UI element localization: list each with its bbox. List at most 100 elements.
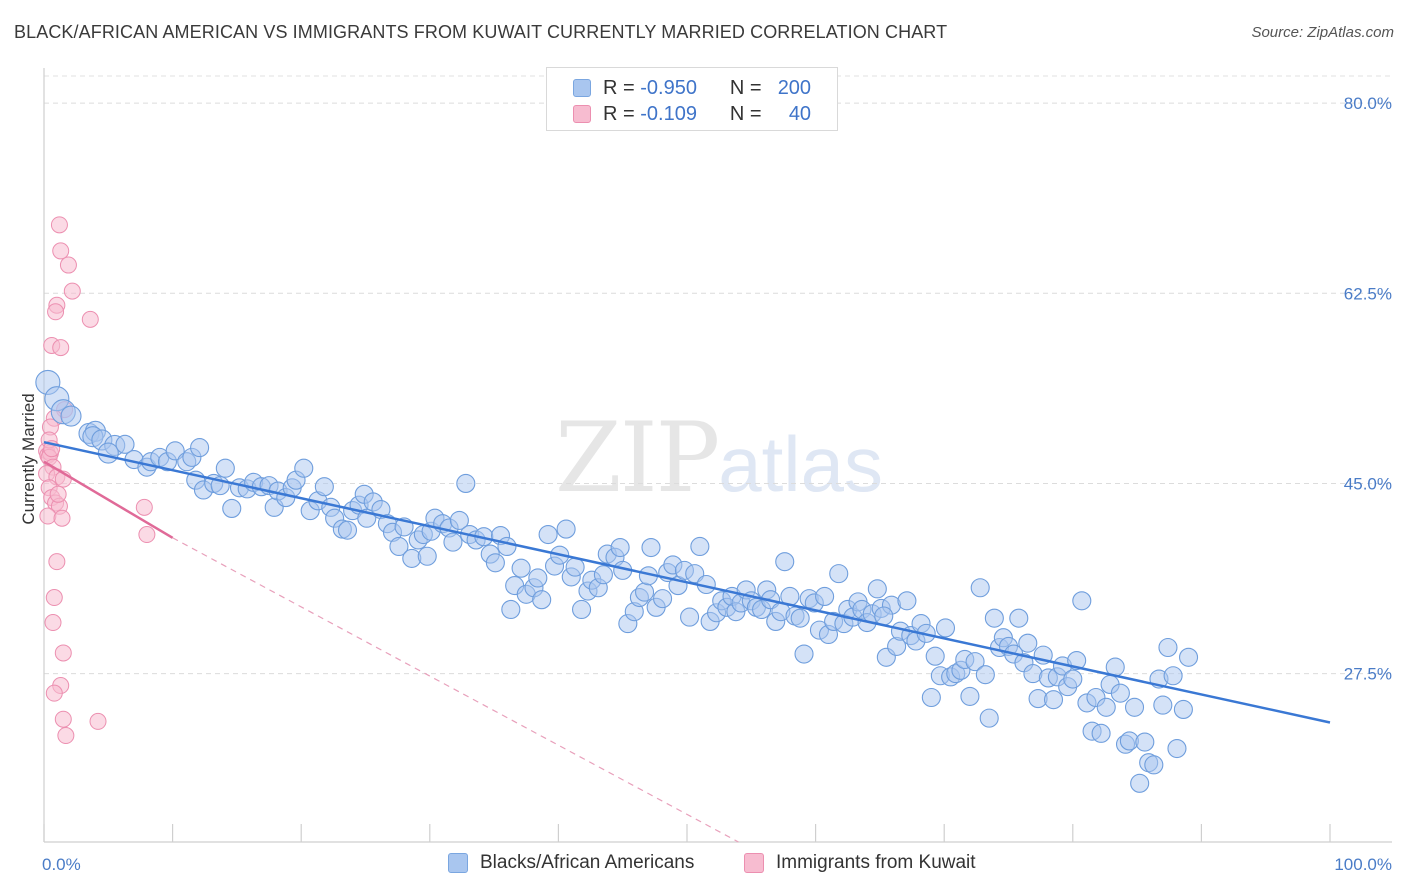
black-point	[1163, 666, 1183, 686]
kuwait-point	[52, 339, 70, 357]
black-point	[1167, 739, 1187, 759]
black-point	[1135, 732, 1155, 752]
black-point	[641, 538, 661, 558]
kuwait-point	[81, 310, 99, 328]
black-point	[925, 646, 945, 666]
black-point	[97, 442, 119, 464]
kuwait-point	[135, 498, 153, 516]
black-point	[790, 608, 810, 628]
kuwait-point	[44, 614, 62, 632]
legend-r-label: R =	[603, 102, 635, 125]
trend-lines	[43, 440, 1331, 843]
legend-r-value: -0.109	[640, 102, 697, 125]
black-point	[190, 438, 210, 458]
legend-r-label: R =	[603, 76, 635, 99]
black-point	[635, 582, 655, 602]
black-point	[215, 458, 235, 478]
legend-n-value: 200	[777, 76, 812, 99]
black-point	[528, 568, 548, 588]
black-point	[1144, 755, 1164, 775]
kuwait-point	[138, 526, 156, 544]
kuwait-point	[54, 644, 72, 662]
black-point	[1178, 647, 1199, 667]
black-point	[1072, 591, 1092, 611]
black-point	[538, 524, 558, 545]
kuwait-point	[52, 242, 70, 260]
black-point	[610, 538, 630, 558]
trend-line-kuwait-extension	[172, 537, 739, 843]
y-tick-label: 45.0%	[1344, 474, 1392, 493]
black-point	[775, 552, 795, 572]
black-point	[921, 687, 941, 708]
kuwait-point	[50, 216, 68, 234]
black-point	[314, 477, 334, 497]
kuwait-point	[47, 303, 65, 321]
kuwait-point	[89, 712, 107, 730]
legend-n-label: N =	[729, 102, 762, 125]
black-point	[979, 708, 999, 728]
black-point	[984, 608, 1004, 628]
bottom-legend-label-kuwait: Immigrants from Kuwait	[776, 852, 976, 873]
black-point	[829, 564, 849, 584]
axis-labels: 27.5% 45.0% 62.5% 80.0% 0.0% 100.0% Currently …	[19, 94, 1392, 874]
kuwait-point	[63, 282, 81, 300]
black-point	[593, 565, 613, 585]
bottom-legend-kuwait: Immigrants from Kuwait	[744, 852, 976, 874]
legend-row-kuwait: R = -0.109 N = 40	[573, 102, 811, 126]
axes	[43, 68, 1392, 843]
black-point	[532, 590, 552, 610]
y-axis-title: Currently Married	[19, 393, 38, 524]
bottom-legend-label-black: Blacks/African Americans	[480, 852, 695, 873]
kuwait-points	[38, 216, 156, 745]
black-point	[565, 557, 585, 577]
black-point	[794, 644, 814, 664]
black-point	[970, 578, 990, 598]
black-point	[294, 458, 314, 478]
kuwait-point	[49, 485, 67, 503]
black-point	[975, 665, 995, 685]
black-point	[485, 553, 505, 573]
legend-row-black: R = -0.950 N = 200	[573, 76, 811, 100]
x-tick-label-max: 100.0%	[1334, 855, 1392, 874]
legend-n-value: 40	[788, 102, 812, 125]
trend-line-kuwait	[43, 460, 174, 539]
bottom-legend: Blacks/African Americans Immigrants from…	[0, 852, 1406, 878]
black-point	[1096, 697, 1116, 717]
black-point	[1110, 683, 1130, 703]
black-point	[501, 599, 521, 620]
kuwait-point	[48, 553, 66, 571]
black-point	[935, 618, 956, 638]
legend-n-label: N =	[729, 76, 762, 99]
black-point	[1130, 773, 1150, 793]
black-point	[960, 686, 980, 706]
black-point	[690, 536, 710, 557]
black-point	[337, 520, 358, 540]
watermark-atlas: atlas	[718, 420, 883, 508]
kuwait-point	[45, 684, 63, 702]
gridlines	[44, 75, 1392, 675]
kuwait-point	[39, 507, 57, 525]
black-point	[1153, 695, 1173, 715]
black-point	[497, 536, 517, 557]
black-point	[417, 546, 437, 566]
legend-r-value: -0.950	[640, 76, 697, 99]
black-point	[222, 498, 242, 518]
black-point	[456, 473, 476, 493]
black-point	[389, 536, 409, 557]
bottom-legend-swatch-kuwait	[744, 853, 764, 873]
black-point	[1173, 699, 1193, 719]
kuwait-point	[54, 710, 72, 728]
black-point	[511, 558, 531, 578]
kuwait-point	[59, 256, 77, 274]
kuwait-point	[57, 727, 75, 745]
legend-swatch-black	[573, 79, 591, 97]
source-label: Source: ZipAtlas.com	[1251, 24, 1394, 41]
black-point	[1091, 723, 1111, 743]
black-point	[897, 591, 917, 611]
black-point	[60, 405, 82, 427]
black-point	[680, 607, 700, 627]
kuwait-point	[53, 509, 71, 527]
black-points	[35, 369, 1199, 793]
y-tick-label: 62.5%	[1344, 284, 1392, 303]
